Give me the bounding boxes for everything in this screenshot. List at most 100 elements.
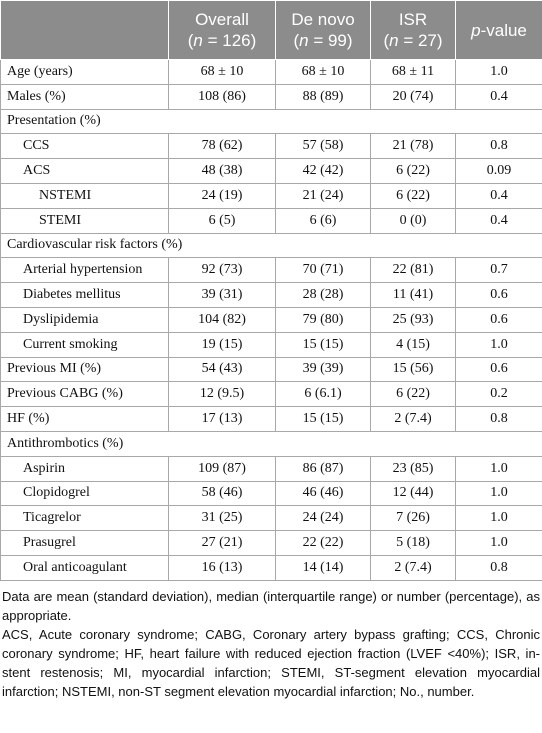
cell-value: 0.4 [455,83,542,110]
cell-value: 1.0 [455,331,542,358]
cell-value: 6 (22) [370,158,456,184]
table-row: Prasugrel 27 (21) 22 (22) 5 (18) 1.0 [0,530,542,556]
cell-value: 21 (24) [275,182,371,209]
footnote: ACS, Acute coronary syndrome; CABG, Coro… [2,626,540,699]
header-text: De novo [291,10,355,29]
table-row: HF (%) 17 (13) 15 (15) 2 (7.4) 0.8 [0,406,542,432]
table-row: ACS 48 (38) 42 (42) 6 (22) 0.09 [0,158,542,184]
cell-value: 1.0 [455,59,542,85]
cell-value: 19 (15) [168,331,276,358]
cell-value: 0.8 [455,133,542,160]
footnotes: Data are mean (standard deviation), medi… [0,587,542,701]
row-label: NSTEMI [0,182,169,209]
cell-value: 2 (7.4) [370,554,456,581]
cell-value: 86 (87) [275,455,371,482]
footnote: Data are mean (standard deviation), medi… [2,588,540,623]
header-text: ( [293,31,300,50]
header-row: Overall (n = 126) De novo (n = 99) ISR (n = 2… [0,0,542,60]
table-row: CCS 78 (62) 57 (58) 21 (78) 0.8 [0,133,542,160]
table-body: Age (years) 68 ± 10 68 ± 10 68 ± 11 1.0 Males… [0,59,542,581]
column-header: De novo (n = 99) [275,0,371,60]
cell-value: 14 (14) [275,554,371,581]
cell-value: 0.8 [455,406,542,432]
header-text: p [471,20,481,40]
header-text: ISR [398,10,428,29]
header-text: n [193,31,203,50]
table-row: Age (years) 68 ± 10 68 ± 10 68 ± 11 1.0 [0,59,542,85]
table-row: Cardiovascular risk factors (%) [0,232,542,259]
row-label: ACS [0,158,169,184]
cell-value: 6 (5) [168,207,276,234]
table-row: NSTEMI 24 (19) 21 (24) 6 (22) 0.4 [0,182,542,209]
cell-value: 57 (58) [275,133,371,160]
table-row: Presentation (%) [0,108,542,135]
cell-value: 0.09 [455,158,542,184]
row-label: Clopidogrel [0,480,169,507]
row-label: CCS [0,133,169,160]
column-header: Overall (n = 126) [168,0,276,60]
header-text: -value [480,20,527,40]
cell-value: 22 (22) [275,530,371,556]
cell-value: 92 (73) [168,257,276,284]
cell-value: 108 (86) [168,83,276,110]
cell-value: 48 (38) [168,158,276,184]
cell-value: 0.7 [455,257,542,284]
table-row: Antithrombotics (%) [0,430,542,457]
cell-value: 0.2 [455,381,542,408]
table-row: Ticagrelor 31 (25) 24 (24) 7 (26) 1.0 [0,505,542,532]
row-label: Prasugrel [0,530,169,556]
header-text: n [299,31,309,50]
header-text: Overall [195,10,249,29]
cell-value: 6 (22) [370,182,456,209]
cell-value: 2 (7.4) [370,406,456,432]
cell-value: 6 (22) [370,381,456,408]
cell-value: 0.6 [455,356,542,383]
cell-value: 1.0 [455,505,542,532]
cell-value: 58 (46) [168,480,276,507]
row-label: STEMI [0,207,169,234]
row-label: Presentation (%) [0,108,542,135]
table-row: STEMI 6 (5) 6 (6) 0 (0) 0.4 [0,207,542,234]
column-header [0,0,169,60]
cell-value: 4 (15) [370,331,456,358]
cell-value: 0 (0) [370,207,456,234]
cell-value: 15 (15) [275,406,371,432]
cell-value: 5 (18) [370,530,456,556]
cell-value: 88 (89) [275,83,371,110]
cell-value: 68 ± 10 [275,59,371,85]
cell-value: 78 (62) [168,133,276,160]
row-label: HF (%) [0,406,169,432]
column-header: ISR (n = 27) [370,0,456,60]
table-row: Current smoking 19 (15) 15 (15) 4 (15) 1.0 [0,331,542,358]
cell-value: 21 (78) [370,133,456,160]
header-text: = 99) [308,31,353,50]
cell-value: 24 (24) [275,505,371,532]
row-label: Antithrombotics (%) [0,430,542,457]
cell-value: 0.6 [455,282,542,308]
cell-value: 1.0 [455,455,542,482]
cell-value: 11 (41) [370,282,456,308]
cell-value: 109 (87) [168,455,276,482]
table-row: Dyslipidemia 104 (82) 79 (80) 25 (93) 0.6 [0,306,542,333]
cell-value: 1.0 [455,480,542,507]
column-header: p-value [455,0,542,60]
cell-value: 7 (26) [370,505,456,532]
header-text: n [389,31,399,50]
cell-value: 70 (71) [275,257,371,284]
table-row: Clopidogrel 58 (46) 46 (46) 12 (44) 1.0 [0,480,542,507]
table-row: Diabetes mellitus 39 (31) 28 (28) 11 (41) 0.… [0,282,542,308]
cell-value: 31 (25) [168,505,276,532]
cell-value: 16 (13) [168,554,276,581]
cell-value: 68 ± 10 [168,59,276,85]
header-text: ( [383,31,390,50]
header-text: ( [187,31,194,50]
row-label: Age (years) [0,59,169,85]
data-table: Overall (n = 126) De novo (n = 99) ISR (n = 2… [0,0,542,581]
cell-value: 28 (28) [275,282,371,308]
table-row: Previous CABG (%) 12 (9.5) 6 (6.1) 6 (22) 0.… [0,381,542,408]
cell-value: 68 ± 11 [370,59,456,85]
row-label: Previous MI (%) [0,356,169,383]
cell-value: 15 (15) [275,331,371,358]
table-row: Arterial hypertension 92 (73) 70 (71) 22 (8… [0,257,542,284]
cell-value: 39 (39) [275,356,371,383]
